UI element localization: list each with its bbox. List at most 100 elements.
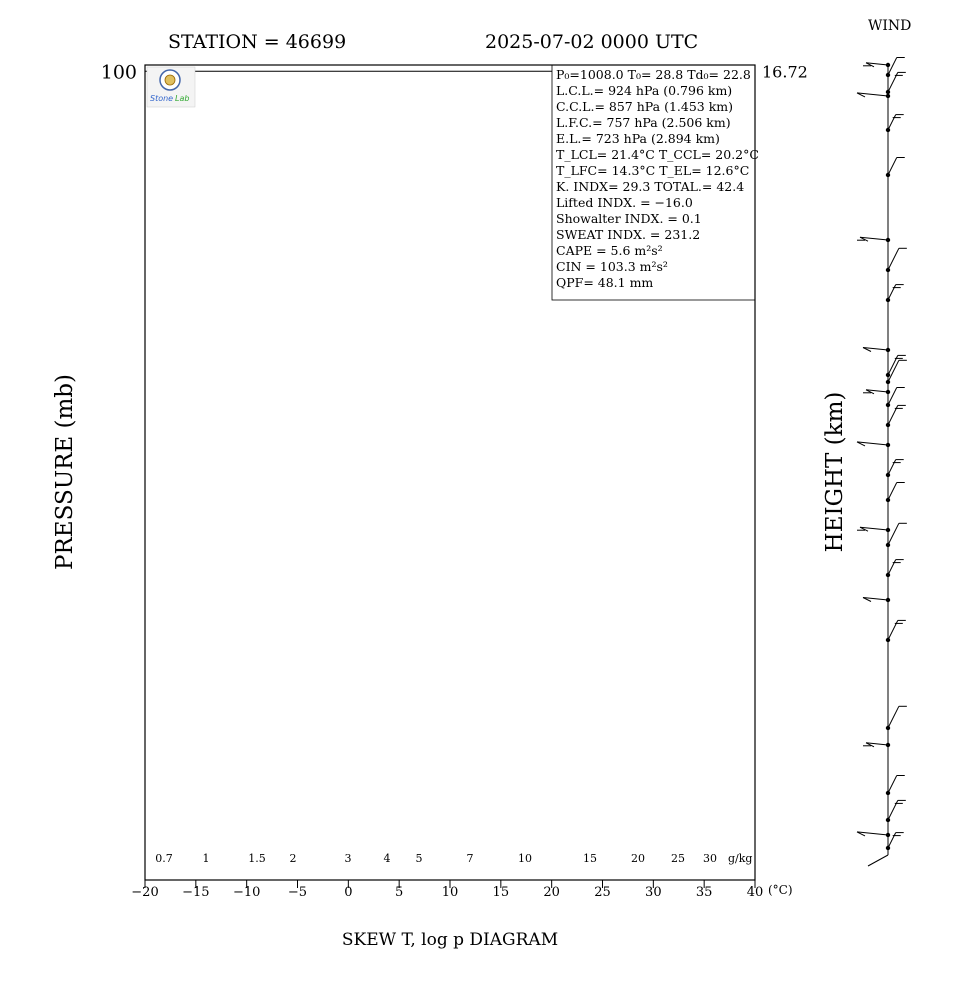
info-line-7: T_LFC= 14.3°C T_EL= 12.6°C <box>556 163 749 178</box>
wind-barb-feather <box>862 347 872 352</box>
wind-barb-feather <box>856 831 866 837</box>
dry-adiabat <box>0 0 960 105</box>
info-line-4: L.F.C.= 757 hPa (2.506 km) <box>556 115 731 130</box>
dry-adiabat <box>0 0 960 105</box>
wind-barb <box>887 459 897 476</box>
info-box: P₀=1008.0 T₀= 28.8 Td₀= 22.8 L.C.L.= 924… <box>551 64 759 301</box>
dry-adiabat <box>0 0 960 105</box>
wind-barb <box>887 57 898 76</box>
mixing-ratio-label: 0.7 <box>155 852 173 865</box>
x-tick-label: −20 <box>131 885 158 900</box>
dry-adiabat <box>0 0 960 105</box>
mixing-ratio-label: 5 <box>416 852 423 865</box>
mixing-ratio-label: 20 <box>631 852 645 865</box>
wind-title: WIND <box>868 18 911 34</box>
wind-barb <box>859 236 889 241</box>
info-line-10: Showalter INDX. = 0.1 <box>556 211 702 226</box>
chart-title: SKEW T, log p DIAGRAM <box>342 930 558 950</box>
mixing-ratio-label: 2 <box>290 852 297 865</box>
wind-barb <box>887 248 900 271</box>
wind-barb <box>865 62 889 66</box>
wind-barb <box>887 114 897 131</box>
dry-adiabat <box>0 0 960 105</box>
dry-adiabat <box>0 0 97 105</box>
dry-adiabat <box>0 0 960 105</box>
wind-barb-feather <box>865 62 875 68</box>
info-line-5: E.L.= 723 hPa (2.894 km) <box>556 131 720 146</box>
background-grid <box>0 0 960 105</box>
mixing-ratio-label: 7 <box>467 852 474 865</box>
wind-barb <box>856 92 889 97</box>
x-tick-label: 5 <box>395 885 403 900</box>
wind-barb <box>865 742 889 746</box>
info-line-11: SWEAT INDX. = 231.2 <box>556 227 700 242</box>
dry-adiabat <box>0 0 960 105</box>
mixing-ratio-label: 4 <box>384 852 391 865</box>
wind-barb <box>887 523 900 546</box>
isotherm-line <box>0 0 163 105</box>
info-line-1: P₀=1008.0 T₀= 28.8 Td₀= 22.8 <box>556 67 751 82</box>
info-line-14: QPF= 48.1 mm <box>556 275 653 290</box>
x-unit-label: (°C) <box>768 883 793 897</box>
x-tick-label: −15 <box>182 885 209 900</box>
wind-barb <box>887 360 900 383</box>
mixing-ratio-label: 25 <box>671 852 685 865</box>
info-line-12: CAPE = 5.6 m²s² <box>556 243 663 258</box>
stripe-band <box>0 0 11 105</box>
wind-barb-feather <box>865 389 875 395</box>
logo: Stone Lab <box>146 66 196 108</box>
mixing-ratio-unit: g/kg <box>728 852 752 865</box>
dry-adiabat <box>0 0 960 105</box>
svg-text:Lab: Lab <box>175 94 189 103</box>
wind-barb <box>862 347 889 351</box>
y-tick-label: 100 <box>101 61 137 83</box>
wind-barb <box>865 389 889 393</box>
mixing-ratio-label: 1.5 <box>248 852 266 865</box>
info-line-6: T_LCL= 21.4°C T_CCL= 20.2°C <box>556 147 759 162</box>
mixing-ratio-label: 1 <box>203 852 210 865</box>
x-tick-label: −10 <box>233 885 260 900</box>
wind-barb-feather <box>862 597 872 602</box>
wind-barb <box>867 854 889 867</box>
wind-barb-feather <box>859 236 869 242</box>
dry-adiabat <box>0 0 960 105</box>
wind-barb <box>887 387 898 406</box>
mixing-ratio-label: 15 <box>583 852 597 865</box>
info-line-13: CIN = 103.3 m²s² <box>556 259 668 274</box>
stripe-band <box>0 0 113 105</box>
x-tick-label: 30 <box>645 885 662 900</box>
height-tick-label: 16.72 <box>762 62 808 81</box>
axes: −20−15−10−505101520253035401001502002503… <box>101 61 808 900</box>
info-line-9: Lifted INDX. = −16.0 <box>556 195 693 210</box>
wind-barb <box>887 157 898 176</box>
wind-barb <box>856 831 889 836</box>
wind-barb <box>887 482 898 501</box>
dry-adiabat <box>0 0 960 105</box>
y-axis-title: PRESSURE (mb) <box>52 374 78 570</box>
mixing-ratio-label: 10 <box>518 852 532 865</box>
dry-adiabat <box>0 0 960 105</box>
x-tick-label: 35 <box>696 885 713 900</box>
wind-barb-feather <box>856 441 866 447</box>
wind-barb <box>887 559 897 576</box>
info-line-3: C.C.L.= 857 hPa (1.453 km) <box>556 99 733 114</box>
mixing-ratio-label: 3 <box>345 852 352 865</box>
x-tick-label: 0 <box>344 885 352 900</box>
x-tick-label: −5 <box>288 885 307 900</box>
dry-adiabat <box>0 0 960 105</box>
isotherm-line <box>0 0 62 105</box>
svg-text:Stone: Stone <box>150 94 173 103</box>
wind-barb-feather <box>856 92 866 98</box>
wind-barb <box>887 284 897 301</box>
info-line-2: L.C.L.= 924 hPa (0.796 km) <box>556 83 732 98</box>
info-box-frame <box>551 64 756 301</box>
info-line-8: K. INDX= 29.3 TOTAL.= 42.4 <box>556 179 744 194</box>
wind-barb <box>887 706 900 729</box>
wind-barb-feather <box>865 742 875 748</box>
dry-adiabat <box>0 0 960 105</box>
wind-barb <box>862 597 889 601</box>
stripe-band <box>0 0 926 105</box>
mixing-ratio-label: 30 <box>703 852 717 865</box>
x-tick-label: 10 <box>442 885 459 900</box>
